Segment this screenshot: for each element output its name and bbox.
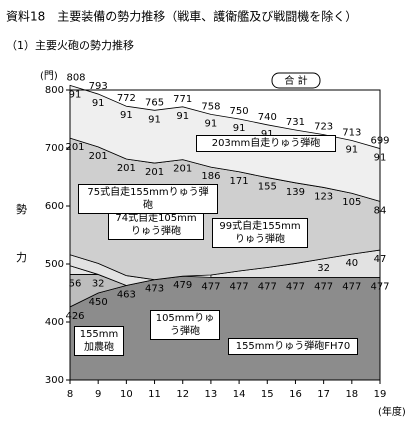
series-label: 155mm加農砲 xyxy=(74,326,124,356)
value-label: 40 xyxy=(345,258,358,269)
value-label: 91 xyxy=(69,89,82,100)
value-label: 426 xyxy=(65,311,84,322)
value-label: 91 xyxy=(148,114,161,125)
value-label: 32 xyxy=(92,278,105,289)
series-label: 105mmりゅう弾砲 xyxy=(150,310,220,340)
totals-badge xyxy=(271,72,321,89)
value-label: 201 xyxy=(89,151,108,162)
value-label: 477 xyxy=(342,281,361,292)
value-label: 450 xyxy=(89,297,108,308)
y-tick-label: 400 xyxy=(45,317,64,328)
value-label: 201 xyxy=(173,164,192,175)
value-label: 105 xyxy=(342,197,361,208)
chart-title: 資料18 主要装備の勢力推移（戦車、護衛艦及び戦闘機を除く） xyxy=(6,9,357,24)
x-tick-label: 19 xyxy=(374,389,387,400)
total-label: 808 xyxy=(66,72,85,83)
value-label: 477 xyxy=(230,281,249,292)
chart-subtitle: （1）主要火砲の勢力推移 xyxy=(6,38,134,52)
value-label: 477 xyxy=(258,281,277,292)
value-label: 463 xyxy=(117,289,136,300)
value-label: 32 xyxy=(317,263,330,274)
y-tick-label: 500 xyxy=(45,259,64,270)
series-label: 203mm自走りゅう弾砲 xyxy=(196,135,336,152)
value-label: 201 xyxy=(65,142,84,153)
totals-label: 合 計 xyxy=(284,74,307,87)
value-label: 155 xyxy=(258,182,277,193)
total-label: 723 xyxy=(314,122,333,133)
series-label: 99式自走155mmりゅう弾砲 xyxy=(212,218,308,248)
y-tick-label: 600 xyxy=(45,201,64,212)
value-label: 91 xyxy=(345,144,358,155)
x-tick-label: 17 xyxy=(317,389,330,400)
series-label: 155mmりゅう弾砲FH70 xyxy=(228,338,358,355)
x-tick-label: 11 xyxy=(148,389,161,400)
series-label: 75式自走155mmりゅう弾砲 xyxy=(78,184,218,214)
value-label: 91 xyxy=(205,118,218,129)
total-label: 771 xyxy=(173,94,192,105)
x-tick-label: 10 xyxy=(120,389,133,400)
value-label: 186 xyxy=(201,171,220,182)
value-label: 56 xyxy=(69,278,82,289)
value-label: 91 xyxy=(92,98,105,109)
y-tick-label: 700 xyxy=(45,143,64,154)
x-unit: (年度) xyxy=(378,405,406,418)
x-tick-label: 12 xyxy=(176,389,189,400)
y-label: 勢 xyxy=(16,202,27,216)
value-label: 477 xyxy=(201,281,220,292)
y-tick-label: 800 xyxy=(45,85,64,96)
value-label: 91 xyxy=(176,111,189,122)
x-tick-label: 16 xyxy=(289,389,302,400)
total-label: 713 xyxy=(342,127,361,138)
x-tick-label: 15 xyxy=(261,389,274,400)
total-label: 772 xyxy=(117,93,136,104)
plot-frame xyxy=(69,89,381,381)
x-tick-label: 8 xyxy=(67,389,73,400)
value-label: 91 xyxy=(261,129,274,140)
y-tick-label: 300 xyxy=(45,375,64,386)
value-label: 477 xyxy=(314,281,333,292)
total-label: 740 xyxy=(258,112,277,123)
x-tick-label: 18 xyxy=(345,389,358,400)
value-label: 171 xyxy=(230,176,249,187)
total-label: 758 xyxy=(201,101,220,112)
value-label: 139 xyxy=(286,187,305,198)
value-label: 201 xyxy=(145,167,164,178)
x-tick-label: 9 xyxy=(95,389,101,400)
total-label: 750 xyxy=(230,106,249,117)
series-label: 74式自走105mmりゅう弾砲 xyxy=(108,210,204,240)
value-label: 479 xyxy=(173,280,192,291)
total-label: 765 xyxy=(145,97,164,108)
y-unit: (門) xyxy=(40,70,58,82)
x-tick-label: 13 xyxy=(205,389,218,400)
value-label: 477 xyxy=(286,281,305,292)
value-label: 123 xyxy=(314,191,333,202)
total-label: 793 xyxy=(89,81,108,92)
x-tick-label: 14 xyxy=(233,389,246,400)
value-label: 91 xyxy=(120,110,133,121)
y-label: 力 xyxy=(16,251,27,264)
value-label: 473 xyxy=(145,284,164,295)
value-label: 91 xyxy=(233,123,246,134)
total-label: 731 xyxy=(286,117,305,128)
value-label: 201 xyxy=(117,163,136,174)
